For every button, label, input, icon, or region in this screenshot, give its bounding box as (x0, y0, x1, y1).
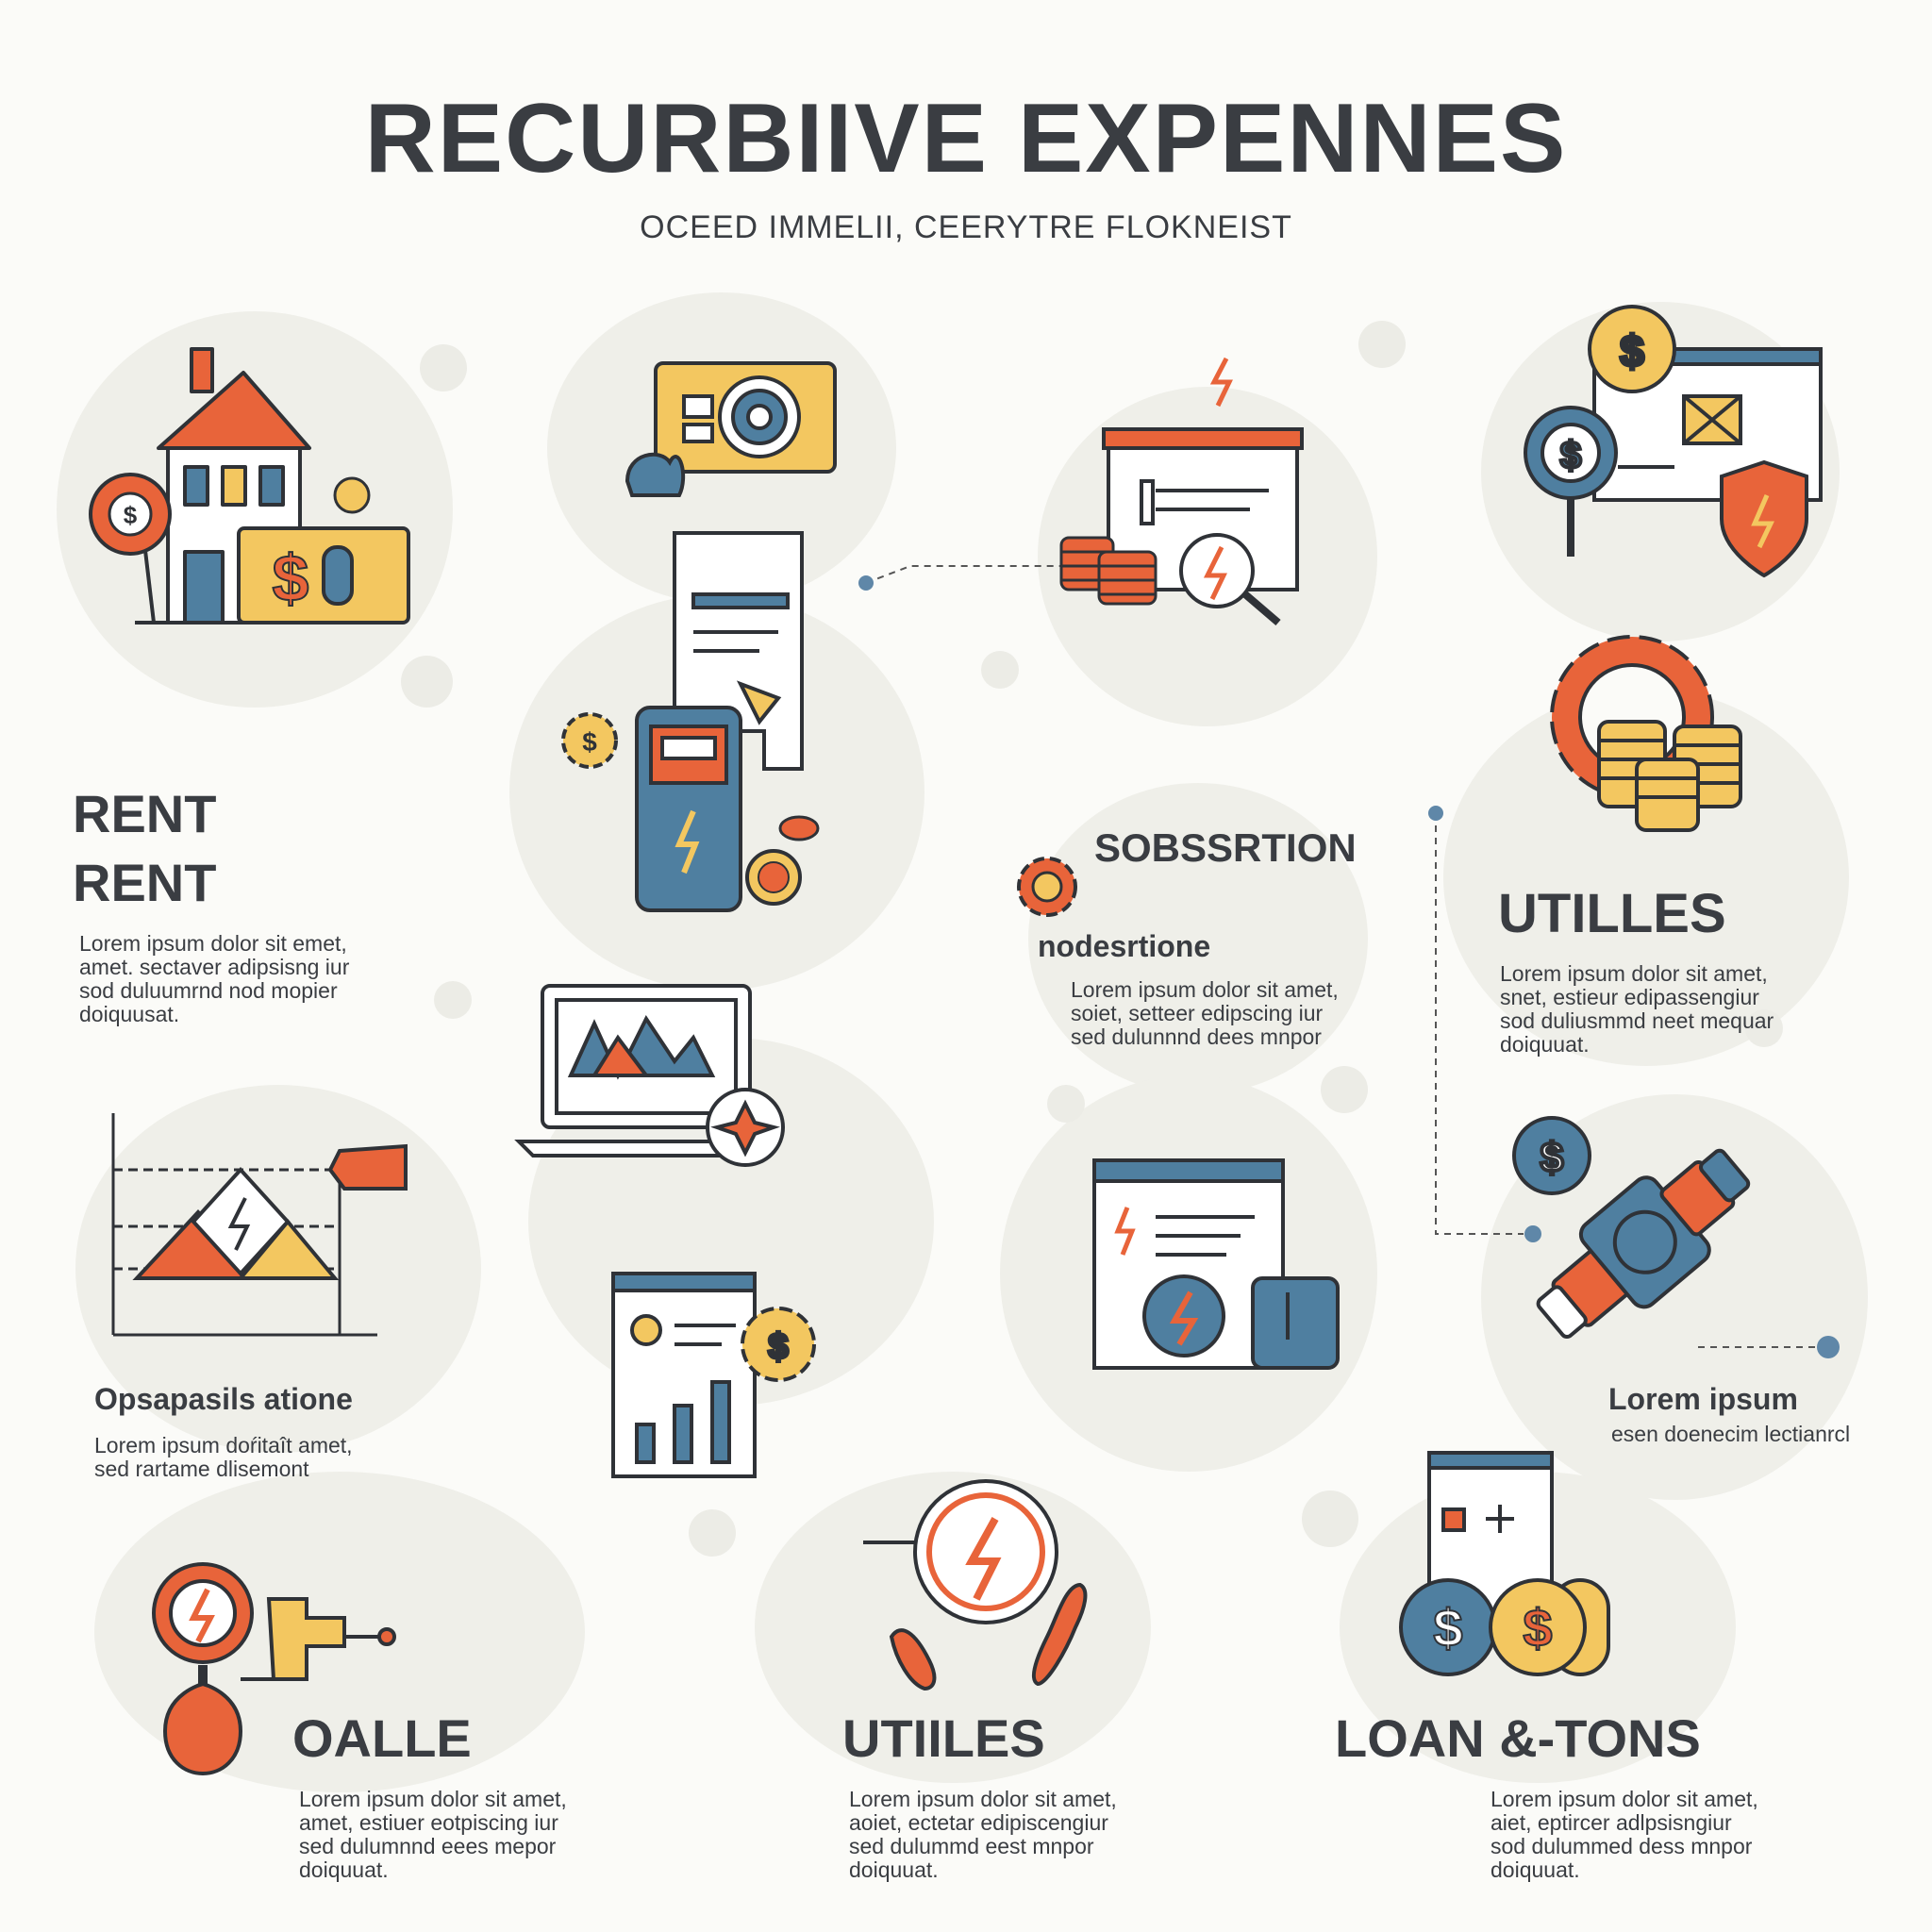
background-dot (1302, 1491, 1358, 1547)
svg-text:$: $ (1560, 435, 1581, 476)
rent-heading-1: RENT (73, 784, 217, 843)
background-blob (1028, 783, 1368, 1094)
subscription-heading: SOBSSRTION (1094, 825, 1357, 870)
browser-bolt-icon (1059, 357, 1304, 626)
dollar-card-icon: $ (237, 526, 410, 625)
background-dot (420, 344, 467, 391)
background-dot (1745, 1009, 1783, 1047)
shield-bolt-icon (1720, 459, 1808, 578)
document-icon: $ (561, 531, 820, 912)
dollar-coins-icon: $ $ (1399, 1451, 1610, 1676)
report-gear-icon: $ (611, 1272, 816, 1478)
background-dot (1047, 1085, 1085, 1123)
utilities-right-body: Lorem ipsum dolor sit amet, snet, estieu… (1500, 961, 1774, 1057)
svg-text:$: $ (1620, 326, 1644, 375)
utilities-right-heading: UTILLES (1498, 883, 1726, 944)
meter-icon: $ (1512, 1116, 1751, 1340)
background-dot (1358, 321, 1406, 368)
gauge-bolt-icon (863, 1479, 1088, 1691)
lorem-right-body: esen doenecim lectianrcl (1611, 1422, 1851, 1446)
house-icon: $ $ (89, 347, 410, 625)
svg-text:$: $ (124, 501, 138, 529)
page-title: RECURBIIVE EXPENNES (364, 84, 1568, 193)
laptop-chart-icon (514, 984, 785, 1167)
page-subtitle: OCEED IMMELII, CEERYTRE FLOKNEIST (640, 209, 1292, 245)
dollar-coin-icon: $ (89, 473, 172, 556)
gear-icon (1017, 857, 1077, 917)
chart-mountain-icon (111, 1113, 408, 1337)
dollar-magnifier-icon: $ $ (1524, 305, 1823, 578)
rent-heading-2: RENT (73, 853, 217, 912)
background-dot (434, 981, 472, 1019)
phone-icon (635, 706, 742, 912)
svg-text:$: $ (273, 541, 309, 615)
gear-dollar-icon: $ (561, 712, 618, 769)
pipe-valve-icon (152, 1562, 396, 1776)
subscription-body: Lorem ipsum dolor sit amet, soiet, sette… (1071, 977, 1339, 1049)
camera-card-icon (625, 361, 837, 497)
operations-heading: Opsapasils atione (94, 1382, 353, 1416)
background-dot (981, 651, 1019, 689)
svg-text:$: $ (1523, 1598, 1552, 1657)
rent-body: Lorem ipsum dolor sit emet, amet. sectav… (79, 931, 350, 1026)
magnifier-bolt-icon (1179, 533, 1281, 626)
svg-text:$: $ (1433, 1598, 1462, 1657)
coin-stack-icon (1059, 536, 1158, 606)
oalle-heading: OALLE (292, 1708, 472, 1768)
loans-body: Lorem ipsum dolor sit amet, aiet, eptirc… (1491, 1787, 1758, 1882)
gear-coins-icon (1550, 635, 1742, 832)
utilities-bottom-body: Lorem ipsum dolor sit amet, aoiet, ectet… (849, 1787, 1117, 1882)
operations-body: Lorem ipsum doŕitaît amet, sed rartame d… (94, 1433, 353, 1481)
oalle-body: Lorem ipsum dolor sit amet, amet, estiue… (299, 1787, 567, 1882)
svg-text:$: $ (768, 1327, 788, 1367)
svg-text:$: $ (582, 727, 597, 757)
subscription-subheading: nodesrtione (1038, 929, 1211, 963)
loans-heading: LOAN &-TONS (1335, 1708, 1701, 1768)
utilities-bottom-heading: UTIILES (842, 1708, 1045, 1768)
browser-bolt-window-icon (1092, 1158, 1340, 1370)
background-dot (689, 1509, 736, 1557)
svg-text:$: $ (1541, 1135, 1563, 1181)
background-dot (401, 656, 453, 708)
lorem-right-heading: Lorem ipsum (1608, 1382, 1798, 1416)
background-dot (1321, 1066, 1368, 1113)
